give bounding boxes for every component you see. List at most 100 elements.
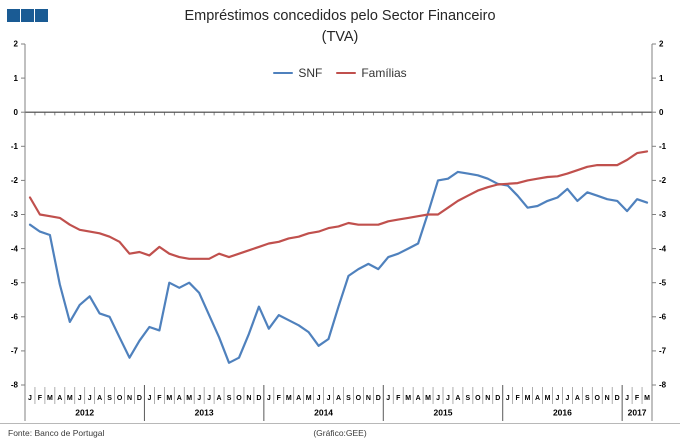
right-axis-label: -4	[659, 244, 667, 253]
month-label: N	[485, 395, 490, 402]
month-label: N	[246, 395, 251, 402]
left-axis-label: -6	[11, 313, 19, 322]
month-label: M	[67, 395, 73, 402]
month-label: O	[356, 395, 362, 402]
month-label: J	[565, 395, 569, 402]
month-label: A	[535, 395, 540, 402]
chart-legend: SNF Famílias	[0, 66, 680, 80]
right-axis-label: -2	[659, 176, 667, 185]
month-label: O	[475, 395, 481, 402]
chart-title-line2: (TVA)	[321, 29, 359, 46]
month-label: S	[227, 395, 232, 402]
gee-logo	[7, 9, 48, 22]
month-label: M	[47, 395, 53, 402]
month-label: A	[575, 395, 580, 402]
right-axis-label: -6	[659, 313, 667, 322]
month-label: F	[635, 395, 640, 402]
month-label: A	[177, 395, 182, 402]
legend-item-snf: SNF	[273, 66, 322, 80]
logo-square	[35, 9, 48, 22]
month-label: F	[277, 395, 282, 402]
month-label: S	[585, 395, 590, 402]
left-axis-label: -1	[11, 142, 19, 151]
year-label: 2016	[553, 408, 572, 418]
month-label: N	[605, 395, 610, 402]
month-label: O	[236, 395, 242, 402]
month-label: A	[336, 395, 341, 402]
year-label: 2017	[628, 408, 647, 418]
month-label: J	[317, 395, 321, 402]
month-label: J	[78, 395, 82, 402]
right-axis-label: 1	[659, 74, 664, 83]
month-label: A	[416, 395, 421, 402]
month-label: M	[644, 395, 650, 402]
month-label: M	[306, 395, 312, 402]
year-label: 2014	[314, 408, 333, 418]
left-axis-label: 1	[14, 74, 19, 83]
source-note: Fonte: Banco de Portugal	[8, 428, 105, 438]
right-axis-label: -8	[659, 381, 667, 390]
month-label: M	[166, 395, 172, 402]
month-label: F	[516, 395, 521, 402]
month-label: M	[525, 395, 531, 402]
month-label: N	[127, 395, 132, 402]
month-label: J	[147, 395, 151, 402]
month-label: J	[506, 395, 510, 402]
chart-title: Empréstimos concedidos pelo Sector Finan…	[0, 6, 680, 48]
month-label: F	[157, 395, 162, 402]
right-axis-label: -5	[659, 278, 667, 287]
month-label: M	[425, 395, 431, 402]
month-label: A	[455, 395, 460, 402]
footer-divider	[0, 423, 680, 424]
month-label: D	[495, 395, 500, 402]
month-label: A	[296, 395, 301, 402]
legend-label-familias: Famílias	[361, 66, 407, 80]
month-label: M	[405, 395, 411, 402]
left-axis-label: -5	[11, 278, 19, 287]
month-label: D	[615, 395, 620, 402]
month-label: A	[217, 395, 222, 402]
month-label: N	[366, 395, 371, 402]
month-label: A	[97, 395, 102, 402]
month-label: F	[396, 395, 401, 402]
familias-series-line	[28, 150, 649, 260]
familias-line-swatch	[336, 71, 357, 75]
month-label: D	[137, 395, 142, 402]
snf-line-swatch	[273, 71, 294, 75]
year-label: 2015	[434, 408, 453, 418]
left-axis-label: 2	[14, 40, 19, 49]
month-label: F	[38, 395, 43, 402]
year-label: 2012	[75, 408, 94, 418]
snf-series-line	[28, 170, 649, 364]
month-label: M	[545, 395, 551, 402]
month-label: D	[376, 395, 381, 402]
left-axis-label: -4	[11, 244, 19, 253]
logo-square	[7, 9, 20, 22]
legend-item-familias: Famílias	[336, 66, 407, 80]
month-label: J	[436, 395, 440, 402]
left-axis-label: -7	[11, 347, 19, 356]
right-axis-label: 2	[659, 40, 664, 49]
month-label: J	[28, 395, 32, 402]
right-axis-label: -7	[659, 347, 667, 356]
month-label: S	[107, 395, 112, 402]
month-label: J	[625, 395, 629, 402]
left-axis-label: -8	[11, 381, 19, 390]
month-label: J	[386, 395, 390, 402]
month-label: J	[267, 395, 271, 402]
year-label: 2013	[195, 408, 214, 418]
left-axis-label: -2	[11, 176, 19, 185]
right-axis-label: -1	[659, 142, 667, 151]
month-label: M	[286, 395, 292, 402]
credit-note: (Gráfico:GEE)	[313, 428, 367, 438]
month-label: O	[595, 395, 601, 402]
month-label: M	[186, 395, 192, 402]
month-label: J	[446, 395, 450, 402]
month-label: O	[117, 395, 123, 402]
right-axis-label: -3	[659, 210, 667, 219]
month-label: J	[327, 395, 331, 402]
month-label: J	[207, 395, 211, 402]
left-axis-label: 0	[14, 108, 19, 117]
